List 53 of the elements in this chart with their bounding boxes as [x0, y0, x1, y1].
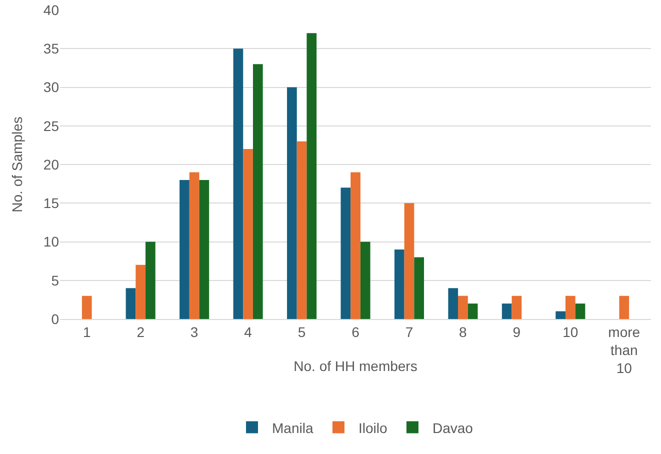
- bar: [414, 257, 424, 319]
- bar: [243, 149, 253, 319]
- x-tick-label: 8: [459, 324, 468, 340]
- bar: [502, 304, 512, 319]
- bar: [448, 288, 458, 319]
- bar: [404, 203, 414, 319]
- bar: [252, 64, 263, 319]
- bar: [619, 296, 630, 319]
- bar: [180, 180, 190, 319]
- bar: [82, 296, 92, 319]
- bar: [556, 311, 566, 319]
- bar: [350, 172, 360, 319]
- x-tick-label: 3: [190, 324, 198, 340]
- bar: [512, 296, 522, 319]
- y-tick-label: 40: [43, 2, 60, 18]
- bar: [189, 172, 200, 319]
- y-tick-label: 15: [43, 195, 60, 212]
- bar: [360, 242, 370, 319]
- bar: [233, 48, 244, 319]
- bar: [199, 180, 210, 319]
- bar: [287, 87, 297, 319]
- bar: [458, 296, 468, 319]
- x-tick-label: more than 10: [608, 324, 640, 376]
- bar: [296, 141, 307, 319]
- x-tick-label: 1: [82, 324, 91, 340]
- y-tick-label: 5: [51, 272, 60, 288]
- x-axis-title: No. of HH members: [294, 358, 418, 374]
- legend-label: Manila: [272, 420, 314, 436]
- x-tick-label: 5: [298, 324, 306, 340]
- bar: [340, 188, 351, 319]
- bar: [575, 304, 586, 319]
- bar: [306, 33, 317, 319]
- legend-label: Iloilo: [358, 420, 388, 436]
- y-tick-label: 0: [51, 310, 60, 327]
- y-tick-label: 35: [43, 40, 60, 57]
- x-tick-label: 6: [352, 324, 360, 340]
- bar: [468, 304, 478, 319]
- bar: [126, 288, 136, 319]
- x-tick-label: 9: [512, 324, 521, 340]
- y-axis-title: No. of Samples: [9, 116, 25, 212]
- legend-label: Davao: [432, 420, 474, 436]
- bar: [136, 264, 146, 319]
- y-tick-label: 25: [43, 118, 60, 134]
- x-tick-label: 2: [136, 324, 145, 340]
- y-tick-label: 20: [43, 156, 60, 172]
- bar: [565, 296, 576, 319]
- x-tick-label: 4: [244, 324, 252, 340]
- bar: [394, 249, 404, 319]
- x-tick-label: 10: [562, 324, 578, 340]
- y-tick-label: 30: [43, 79, 60, 96]
- bar: [146, 242, 156, 319]
- y-tick-label: 10: [43, 234, 60, 250]
- x-tick-label: 7: [405, 324, 414, 340]
